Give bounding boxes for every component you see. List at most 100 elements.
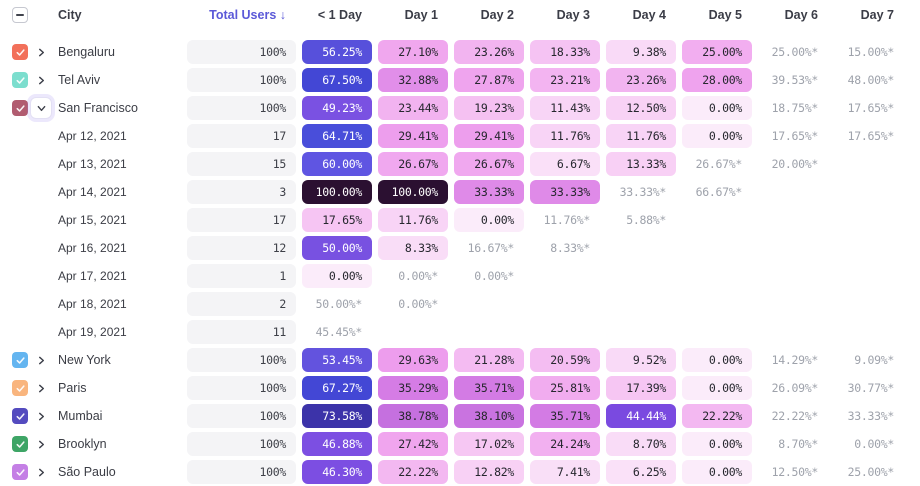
retention-cell[interactable]: 35.29% [378,376,448,400]
retention-cell[interactable]: 11.76% [606,124,676,148]
retention-cell[interactable]: 22.22% [378,460,448,484]
row-checkbox[interactable] [12,464,28,480]
row-checkbox[interactable] [12,100,28,116]
retention-cell[interactable]: 9.38% [606,40,676,64]
retention-cell[interactable]: 46.88% [302,432,372,456]
column-header-day-6[interactable]: Day 6 [784,8,818,22]
row-checkbox[interactable] [12,380,28,396]
retention-cell[interactable]: 25.00% [682,40,752,64]
column-header-day-5[interactable]: Day 5 [708,8,742,22]
expand-row-button[interactable] [37,384,46,393]
row-checkbox[interactable] [12,44,28,60]
retention-cell[interactable]: 100.00% [302,180,372,204]
total-users-cell: 100% [187,404,296,428]
retention-cell[interactable]: 21.28% [454,348,524,372]
retention-cell[interactable]: 22.22% [682,404,752,428]
retention-cell[interactable]: 13.33% [606,152,676,176]
retention-cell[interactable]: 27.10% [378,40,448,64]
expand-row-button[interactable] [37,468,46,477]
expand-row-button[interactable] [37,412,46,421]
retention-cell[interactable]: 25.81% [530,376,600,400]
retention-cell[interactable]: 0.00% [454,208,524,232]
column-header-total-users[interactable]: Total Users ↓ [209,8,286,22]
retention-cell[interactable]: 17.39% [606,376,676,400]
cohort-date-label: Apr 17, 2021 [58,269,127,283]
retention-cell[interactable]: 11.43% [530,96,600,120]
retention-cell[interactable]: 32.88% [378,68,448,92]
retention-cell[interactable]: 9.52% [606,348,676,372]
retention-cell[interactable]: 46.30% [302,460,372,484]
retention-cell[interactable]: 11.76% [530,124,600,148]
expand-row-button[interactable] [37,440,46,449]
retention-cell[interactable]: 23.21% [530,68,600,92]
retention-cell[interactable]: 60.00% [302,152,372,176]
retention-cell[interactable]: 26.67% [378,152,448,176]
retention-cell[interactable]: 50.00% [302,236,372,260]
retention-cell[interactable]: 6.67% [530,152,600,176]
column-header-day-3[interactable]: Day 3 [556,8,590,22]
retention-cell[interactable]: 17.65% [302,208,372,232]
column-header-day-7[interactable]: Day 7 [860,8,894,22]
retention-cell[interactable]: 56.25% [302,40,372,64]
retention-cell[interactable]: 8.70% [606,432,676,456]
retention-cell[interactable]: 6.25% [606,460,676,484]
retention-cell[interactable]: 17.02% [454,432,524,456]
retention-cell[interactable]: 20.59% [530,348,600,372]
retention-cell[interactable]: 12.82% [454,460,524,484]
retention-cell[interactable]: 23.26% [606,68,676,92]
retention-cell[interactable]: 29.41% [378,124,448,148]
retention-cell[interactable]: 53.45% [302,348,372,372]
retention-cell[interactable]: 11.76% [378,208,448,232]
retention-cell[interactable]: 100.00% [378,180,448,204]
retention-cell[interactable]: 64.71% [302,124,372,148]
column-header-day-2[interactable]: Day 2 [480,8,514,22]
retention-cell[interactable]: 35.71% [454,376,524,400]
retention-cell[interactable]: 0.00% [682,376,752,400]
expand-row-button[interactable] [37,48,46,57]
row-checkbox[interactable] [12,408,28,424]
retention-cell[interactable]: 38.78% [378,404,448,428]
retention-cell[interactable]: 73.58% [302,404,372,428]
retention-cell[interactable]: 0.00% [682,124,752,148]
retention-cell[interactable]: 0.00% [682,460,752,484]
expand-row-button[interactable] [37,356,46,365]
retention-cell[interactable]: 38.10% [454,404,524,428]
retention-cell[interactable]: 0.00% [682,348,752,372]
retention-cell[interactable]: 23.26% [454,40,524,64]
row-checkbox[interactable] [12,436,28,452]
row-checkbox[interactable] [12,72,28,88]
retention-estimate-cell: 5.88%* [626,213,666,227]
retention-cell[interactable]: 29.63% [378,348,448,372]
retention-cell[interactable]: 23.44% [378,96,448,120]
column-header-city[interactable]: City [58,8,82,22]
retention-cell[interactable]: 35.71% [530,404,600,428]
retention-cell[interactable]: 18.33% [530,40,600,64]
retention-cell[interactable]: 67.27% [302,376,372,400]
retention-cell[interactable]: 27.42% [378,432,448,456]
column-header--1-day[interactable]: < 1 Day [317,8,362,22]
retention-cell[interactable]: 7.41% [530,460,600,484]
column-header-day-1[interactable]: Day 1 [404,8,438,22]
retention-cell[interactable]: 49.23% [302,96,372,120]
retention-cell[interactable]: 24.24% [530,432,600,456]
retention-cell[interactable]: 26.67% [454,152,524,176]
column-header-day-4[interactable]: Day 4 [632,8,666,22]
row-checkbox[interactable] [12,352,28,368]
retention-cell[interactable]: 12.50% [606,96,676,120]
collapse-row-button[interactable] [30,97,52,119]
retention-cell[interactable]: 29.41% [454,124,524,148]
retention-cell[interactable]: 19.23% [454,96,524,120]
retention-cell[interactable]: 27.87% [454,68,524,92]
retention-cell[interactable]: 33.33% [530,180,600,204]
retention-cell[interactable]: 8.33% [378,236,448,260]
retention-cell[interactable]: 0.00% [682,432,752,456]
retention-cell[interactable]: 0.00% [302,264,372,288]
retention-cell[interactable]: 0.00% [682,96,752,120]
retention-cell[interactable]: 67.50% [302,68,372,92]
select-all-checkbox[interactable] [12,7,28,23]
retention-cell[interactable]: 33.33% [454,180,524,204]
expand-row-button[interactable] [37,76,46,85]
retention-cell[interactable]: 28.00% [682,68,752,92]
retention-cell[interactable]: 44.44% [606,404,676,428]
total-users-cell: 100% [187,432,296,456]
